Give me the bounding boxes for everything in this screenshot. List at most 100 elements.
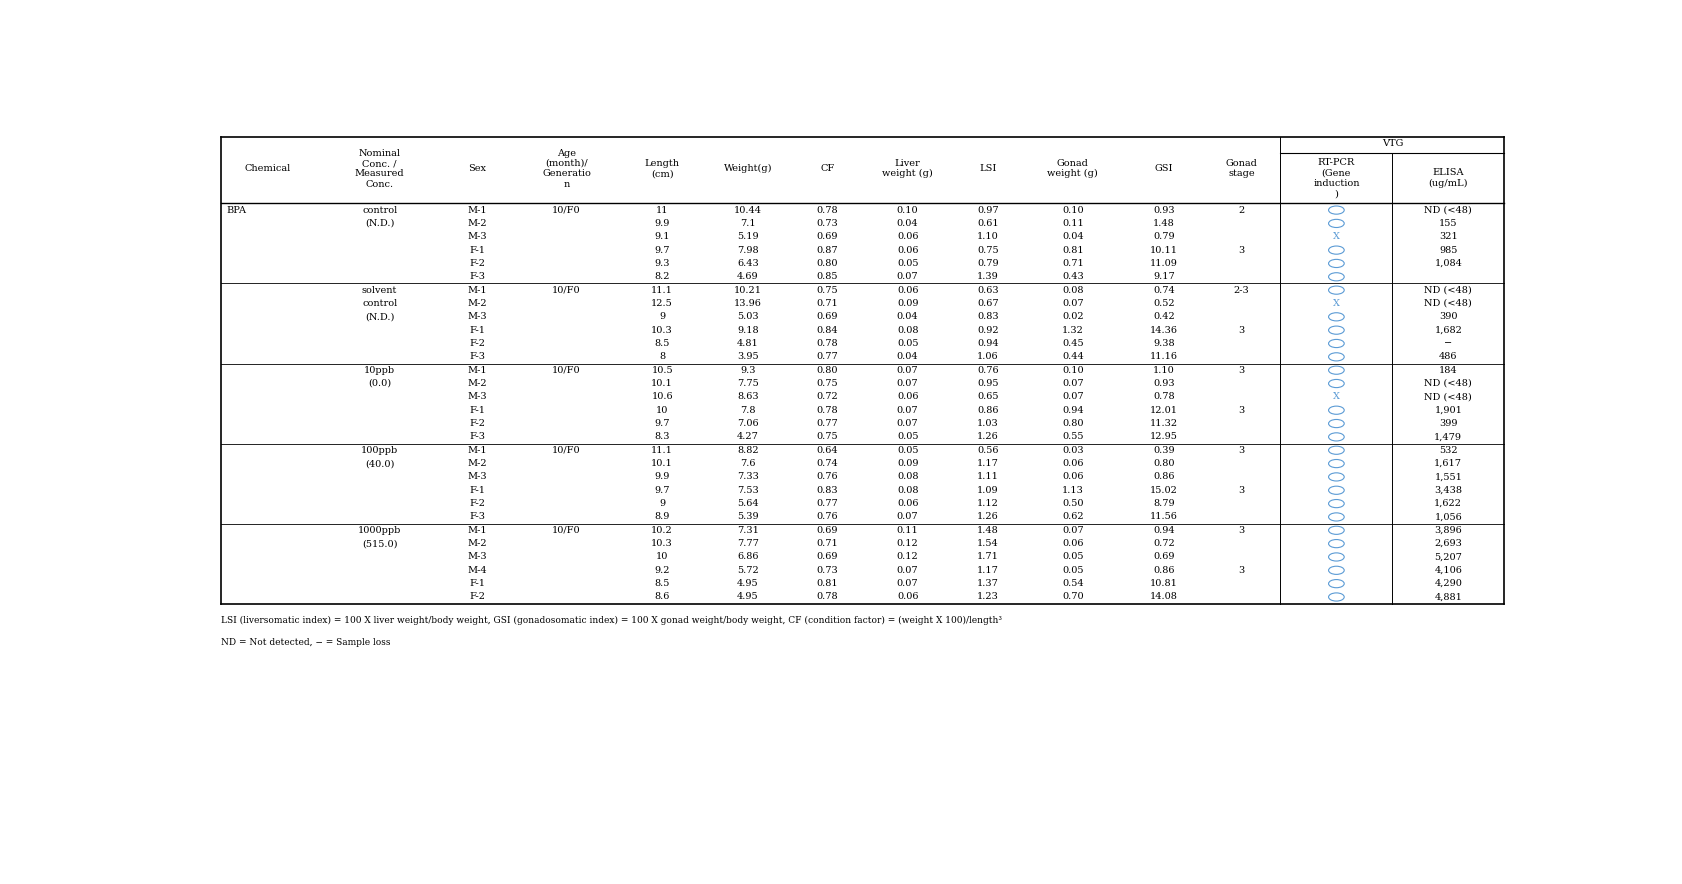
Text: M-1: M-1 (468, 286, 486, 294)
Text: 8: 8 (659, 353, 664, 362)
Text: 10.3: 10.3 (651, 325, 673, 335)
Text: 0.64: 0.64 (816, 446, 838, 454)
Text: 7.75: 7.75 (737, 379, 759, 388)
Text: 0.75: 0.75 (977, 246, 997, 255)
Text: 1.10: 1.10 (1152, 366, 1174, 375)
Text: 8.82: 8.82 (737, 446, 759, 454)
Text: 3.95: 3.95 (737, 353, 759, 362)
Text: 0.05: 0.05 (897, 432, 918, 441)
Text: 0.74: 0.74 (816, 459, 838, 468)
Text: 0.81: 0.81 (816, 579, 838, 588)
Text: 11.1: 11.1 (651, 286, 673, 294)
Text: 1,622: 1,622 (1433, 499, 1462, 508)
Text: 0.72: 0.72 (816, 392, 838, 401)
Text: 9.3: 9.3 (740, 366, 755, 375)
Text: 3: 3 (1238, 446, 1245, 454)
Text: 10/F0: 10/F0 (552, 206, 580, 215)
Text: 0.84: 0.84 (816, 325, 838, 335)
Text: 0.76: 0.76 (977, 366, 997, 375)
Text: 0.92: 0.92 (977, 325, 997, 335)
Text: 12.01: 12.01 (1149, 406, 1177, 415)
Text: 10.3: 10.3 (651, 539, 673, 548)
Text: 0.73: 0.73 (816, 566, 838, 575)
Text: 1.26: 1.26 (977, 513, 999, 522)
Text: 9: 9 (659, 499, 664, 508)
Text: 10.81: 10.81 (1149, 579, 1177, 588)
Text: 0.55: 0.55 (1061, 432, 1083, 441)
Text: 0.06: 0.06 (897, 392, 918, 401)
Text: F-2: F-2 (469, 419, 484, 428)
Text: 0.09: 0.09 (897, 299, 918, 308)
Text: 7.06: 7.06 (737, 419, 759, 428)
Text: 1.39: 1.39 (977, 272, 999, 281)
Text: 0.78: 0.78 (1152, 392, 1174, 401)
Text: 321: 321 (1438, 232, 1457, 241)
Text: 0.07: 0.07 (897, 379, 918, 388)
Text: 0.69: 0.69 (816, 232, 838, 241)
Text: 1.12: 1.12 (977, 499, 999, 508)
Text: 0.52: 0.52 (1152, 299, 1174, 308)
Text: X: X (1332, 392, 1339, 401)
Text: 2-3: 2-3 (1233, 286, 1248, 294)
Text: 0.78: 0.78 (816, 206, 838, 215)
Text: 1.48: 1.48 (1152, 219, 1174, 228)
Text: 0.06: 0.06 (897, 232, 918, 241)
Text: 9.1: 9.1 (654, 232, 669, 241)
Text: M-2: M-2 (468, 219, 486, 228)
Text: M-2: M-2 (468, 459, 486, 468)
Text: 1.54: 1.54 (977, 539, 999, 548)
Text: 4,881: 4,881 (1433, 592, 1462, 601)
Text: 0.07: 0.07 (1061, 392, 1083, 401)
Text: 11.32: 11.32 (1149, 419, 1177, 428)
Text: (0.0): (0.0) (368, 379, 390, 388)
Text: 1.11: 1.11 (977, 472, 999, 482)
Text: 1000ppb: 1000ppb (358, 526, 400, 535)
Text: 11: 11 (656, 206, 668, 215)
Text: F-3: F-3 (469, 513, 484, 522)
Text: 0.06: 0.06 (1061, 459, 1083, 468)
Text: 0.76: 0.76 (816, 472, 838, 482)
Text: 4,106: 4,106 (1433, 566, 1462, 575)
Text: ND (<48): ND (<48) (1423, 286, 1472, 294)
Text: M-1: M-1 (468, 366, 486, 375)
Text: Gonad
weight (g): Gonad weight (g) (1046, 159, 1098, 179)
Text: M-1: M-1 (468, 526, 486, 535)
Text: 1.06: 1.06 (977, 353, 997, 362)
Text: 7.53: 7.53 (737, 485, 759, 495)
Text: F-3: F-3 (469, 432, 484, 441)
Text: RT-PCR
(Gene
induction
): RT-PCR (Gene induction ) (1312, 158, 1359, 198)
Text: 0.87: 0.87 (816, 246, 838, 255)
Text: 0.86: 0.86 (1152, 566, 1174, 575)
Text: 11.1: 11.1 (651, 446, 673, 454)
Text: 1.13: 1.13 (1061, 485, 1083, 495)
Text: 9.9: 9.9 (654, 472, 669, 482)
Text: 6.86: 6.86 (737, 552, 759, 561)
Text: 12.5: 12.5 (651, 299, 673, 308)
Text: 0.07: 0.07 (897, 419, 918, 428)
Text: M-3: M-3 (468, 232, 486, 241)
Text: 1,551: 1,551 (1433, 472, 1462, 482)
Text: 9.7: 9.7 (654, 419, 669, 428)
Text: 9.3: 9.3 (654, 259, 669, 268)
Text: 3,896: 3,896 (1433, 526, 1462, 535)
Text: 3: 3 (1238, 246, 1245, 255)
Text: 0.04: 0.04 (897, 353, 918, 362)
Text: 0.07: 0.07 (897, 513, 918, 522)
Text: 7.6: 7.6 (740, 459, 755, 468)
Text: 0.11: 0.11 (897, 526, 918, 535)
Text: 3,438: 3,438 (1433, 485, 1462, 495)
Text: 0.07: 0.07 (1061, 299, 1083, 308)
Text: 0.70: 0.70 (1061, 592, 1083, 601)
Text: 13.96: 13.96 (733, 299, 762, 308)
Text: 0.05: 0.05 (897, 446, 918, 454)
Text: Age
(month)/
Generatio
n: Age (month)/ Generatio n (542, 149, 590, 189)
Text: 5.19: 5.19 (737, 232, 759, 241)
Text: 0.86: 0.86 (1152, 472, 1174, 482)
Text: 3: 3 (1238, 366, 1245, 375)
Text: 0.50: 0.50 (1061, 499, 1083, 508)
Text: 14.08: 14.08 (1149, 592, 1177, 601)
Text: 7.8: 7.8 (740, 406, 755, 415)
Text: 9: 9 (659, 312, 664, 321)
Text: Weight(g): Weight(g) (723, 164, 772, 173)
Text: Length
(cm): Length (cm) (644, 159, 680, 179)
